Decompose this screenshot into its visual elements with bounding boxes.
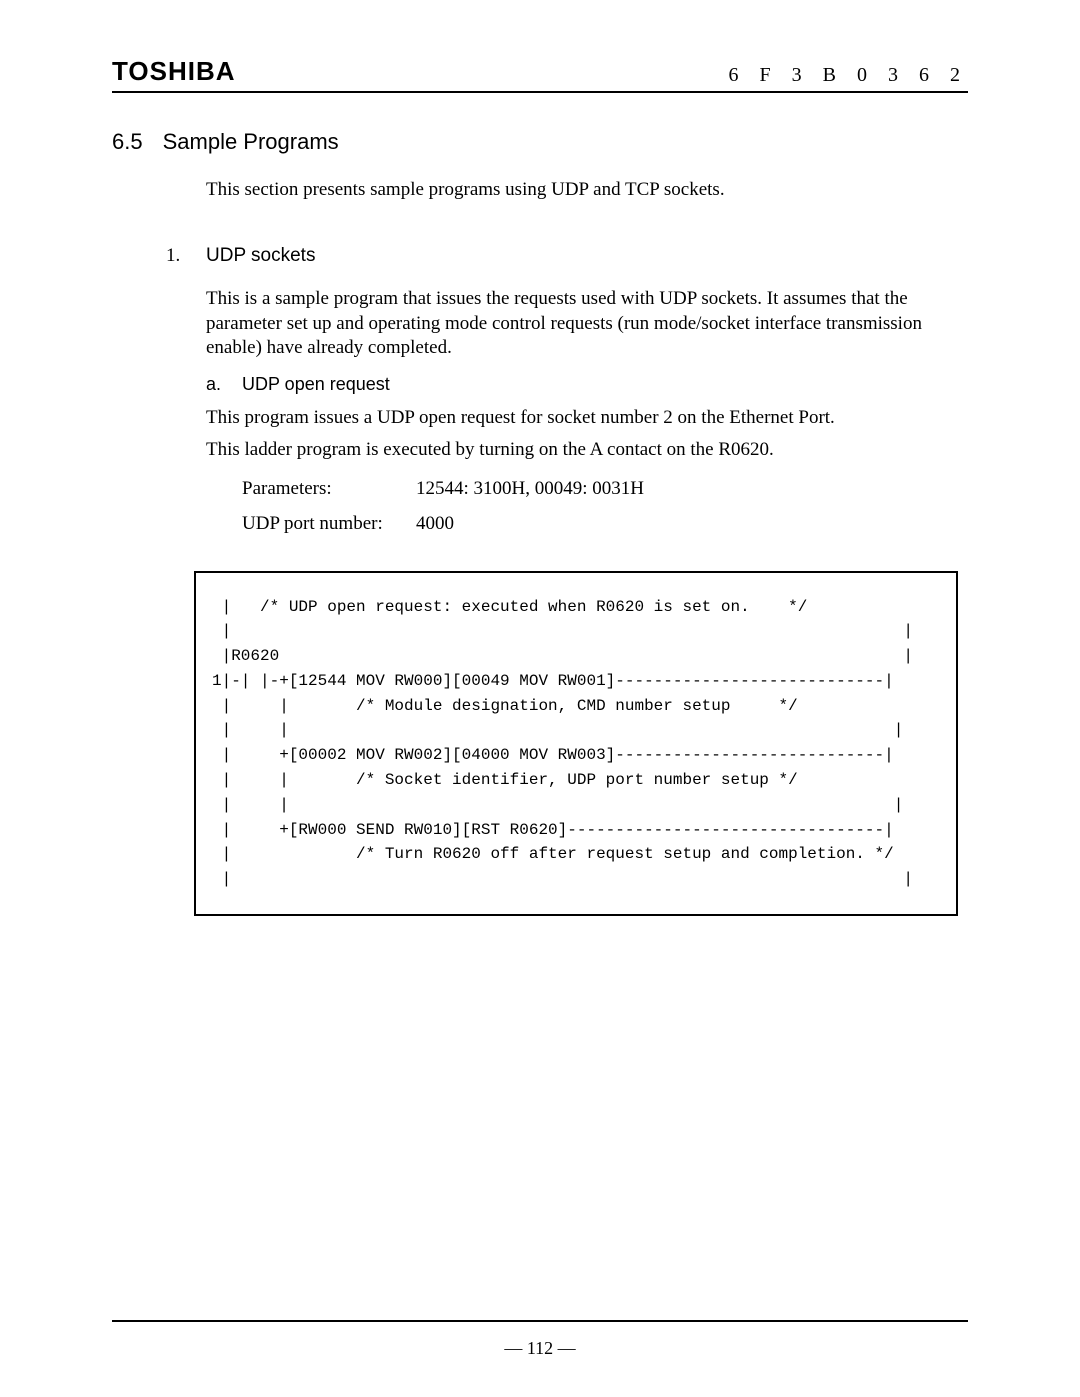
params-value: 12544: 3100H, 00049: 0031H bbox=[416, 477, 644, 502]
page-header: TOSHIBA 6 F 3 B 0 3 6 2 bbox=[112, 56, 968, 93]
body-block: This is a sample program that issues the… bbox=[206, 287, 968, 537]
sub-item-a: a.UDP open request bbox=[206, 373, 968, 398]
sub-number: a. bbox=[206, 373, 242, 396]
port-row: UDP port number: 4000 bbox=[242, 512, 968, 537]
section-heading: 6.5 Sample Programs bbox=[112, 129, 968, 155]
port-label: UDP port number: bbox=[242, 512, 416, 537]
list-number: 1. bbox=[166, 245, 206, 267]
page-number: — 112 — bbox=[112, 1338, 968, 1359]
paragraph-line1: This program issues a UDP open request f… bbox=[206, 406, 968, 431]
sub-label: UDP open request bbox=[242, 374, 390, 394]
paragraph-desc: This is a sample program that issues the… bbox=[206, 287, 968, 361]
ladder-code-block: | /* UDP open request: executed when R06… bbox=[194, 571, 958, 917]
list-item-1: 1.UDP sockets bbox=[166, 245, 968, 267]
parameters-block: Parameters: 12544: 3100H, 00049: 0031H U… bbox=[242, 477, 968, 536]
port-value: 4000 bbox=[416, 512, 454, 537]
brand-logo: TOSHIBA bbox=[112, 56, 236, 87]
section-title-text: Sample Programs bbox=[163, 129, 339, 154]
params-label: Parameters: bbox=[242, 477, 416, 502]
section-number: 6.5 bbox=[112, 129, 143, 154]
section-intro: This section presents sample programs us… bbox=[206, 179, 968, 201]
list-label: UDP sockets bbox=[206, 245, 315, 266]
page-footer: — 112 — bbox=[112, 1320, 968, 1359]
page: TOSHIBA 6 F 3 B 0 3 6 2 6.5 Sample Progra… bbox=[0, 0, 1080, 1397]
document-code: 6 F 3 B 0 3 6 2 bbox=[729, 64, 968, 87]
paragraph-line2: This ladder program is executed by turni… bbox=[206, 438, 968, 463]
params-row: Parameters: 12544: 3100H, 00049: 0031H bbox=[242, 477, 968, 502]
